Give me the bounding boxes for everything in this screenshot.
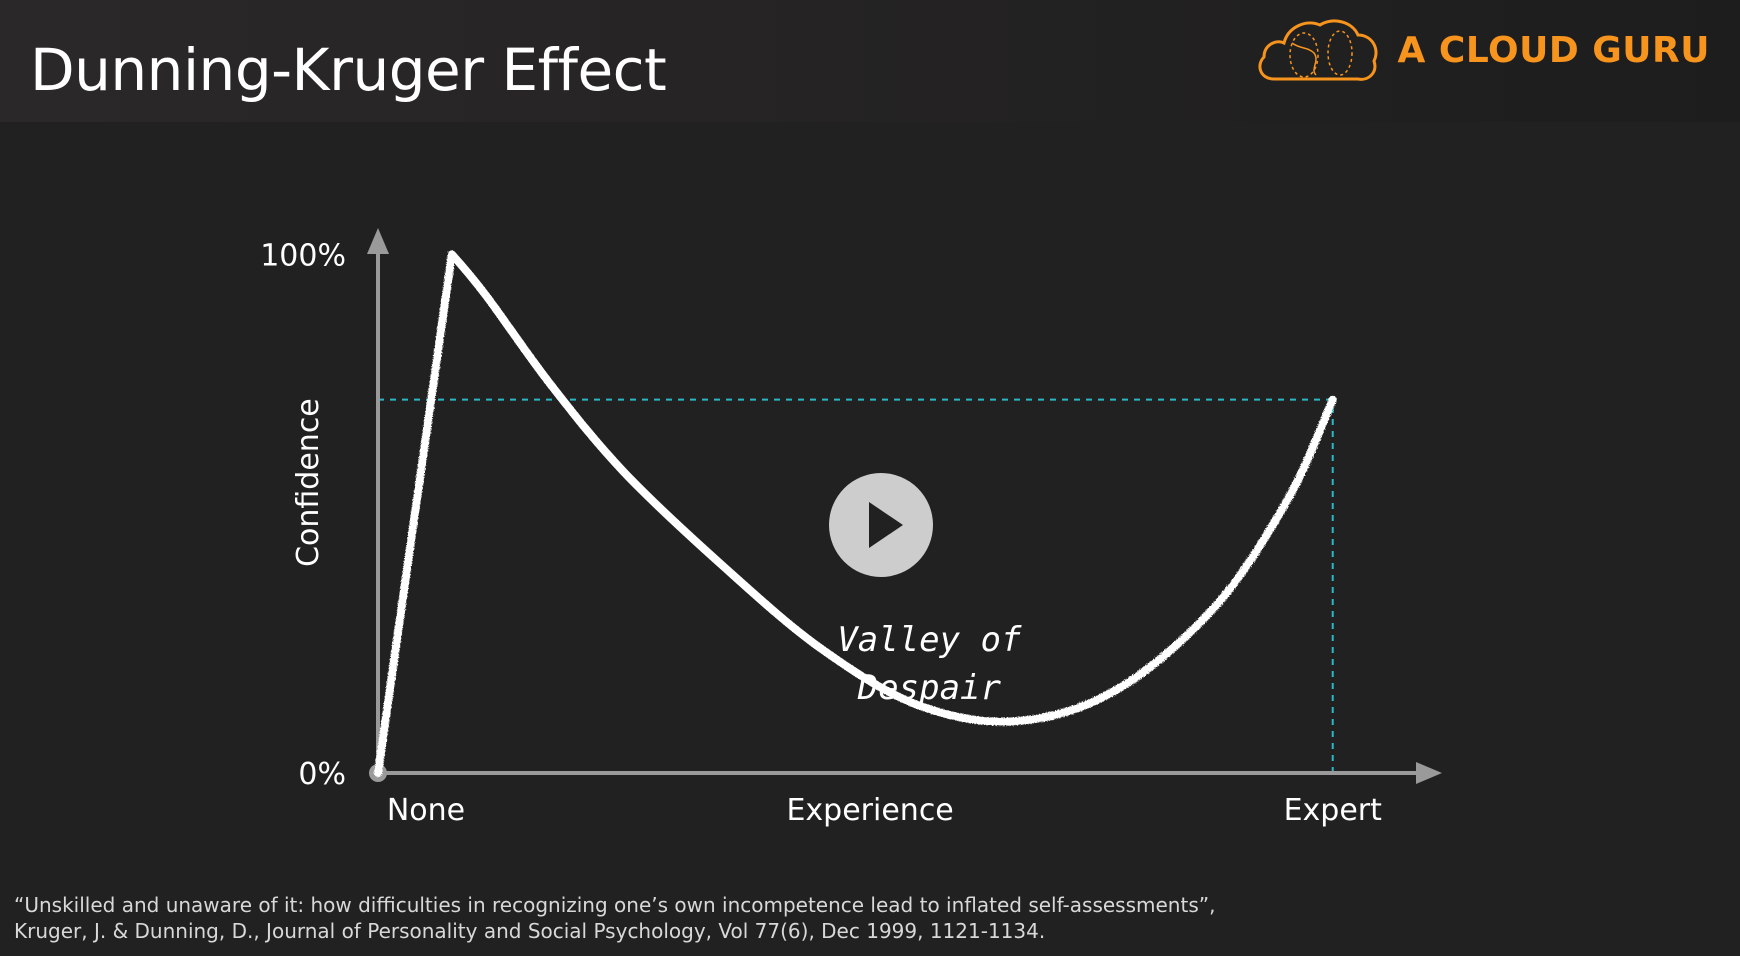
annotation-valley-of-despair: Despair [857, 668, 1002, 708]
dunning-kruger-chart: 0% 100% None Experience Expert Confidence Vall… [260, 228, 1442, 828]
brand-name: A CLOUD GURU [1397, 29, 1710, 71]
x-tick-label: Expert [1284, 793, 1383, 828]
y-axis-arrow [367, 228, 389, 254]
slide-header: Dunning-Kruger Effect A CLOUD GURU [0, 0, 1740, 122]
annotation-valley-of-despair: Valley of [837, 620, 1022, 660]
citation-line-1: “Unskilled and unaware of it: how diffic… [14, 893, 1216, 917]
y-tick-label: 0% [298, 757, 346, 792]
x-tick-label: Experience [786, 793, 953, 828]
citation-line-2: Kruger, J. & Dunning, D., Journal of Per… [14, 919, 1046, 943]
y-axis-title: Confidence [291, 398, 326, 567]
x-axis-arrow [1416, 762, 1442, 784]
x-tick-label: None [387, 793, 465, 828]
brand-logo: A CLOUD GURU [1254, 12, 1710, 88]
cloud-logo-icon [1257, 19, 1378, 81]
play-icon [869, 502, 903, 548]
confidence-curve [374, 250, 1337, 777]
play-button[interactable] [829, 473, 933, 577]
citation: “Unskilled and unaware of it: how diffic… [14, 892, 1714, 944]
slide-title: Dunning-Kruger Effect [30, 36, 667, 104]
y-tick-label: 100% [260, 238, 346, 273]
